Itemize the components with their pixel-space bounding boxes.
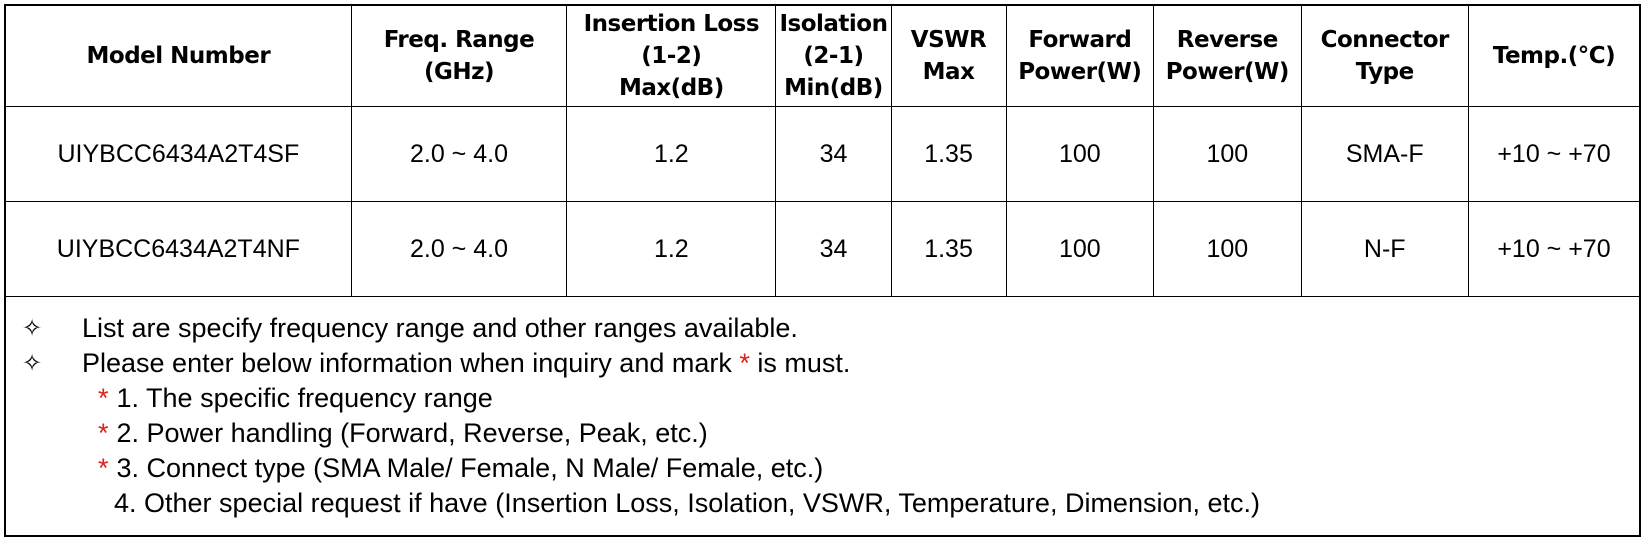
note-bullet: ✧ Please enter below information when in… [22, 346, 1639, 381]
cell-forward-power: 100 [1005, 106, 1155, 202]
header-freq-range: Freq. Range (GHz) [350, 6, 568, 107]
header-connector-type: Connector Type [1300, 6, 1469, 107]
cell-freq-range: 2.0 ~ 4.0 [350, 201, 568, 297]
spec-table: Model Number Freq. Range (GHz) Insertion … [6, 6, 1639, 297]
header-model-number: Model Number [6, 6, 352, 107]
note-bullet: ✧ List are specify frequency range and o… [22, 311, 1639, 346]
header-isolation: Isolation (2-1) Min(dB) [775, 6, 892, 107]
cell-model-number: UIYBCC6434A2T4NF [6, 201, 352, 297]
header-temp: Temp.(°C) [1467, 6, 1639, 107]
notes-section: ✧ List are specify frequency range and o… [6, 297, 1639, 521]
sparkle-bullet-icon: ✧ [22, 314, 43, 342]
spec-sheet: Model Number Freq. Range (GHz) Insertion … [4, 4, 1641, 537]
cell-vswr: 1.35 [890, 201, 1007, 297]
header-forward-power: Forward Power(W) [1005, 6, 1155, 107]
cell-temp: +10 ~ +70 [1467, 106, 1639, 202]
cell-reverse-power: 100 [1153, 201, 1302, 297]
note-text: List are specify frequency range and oth… [82, 313, 798, 343]
cell-freq-range: 2.0 ~ 4.0 [350, 106, 568, 202]
table-row: UIYBCC6434A2T4NF 2.0 ~ 4.0 1.2 34 1.35 1… [6, 201, 1639, 297]
cell-connector-type: SMA-F [1300, 106, 1469, 202]
cell-insertion-loss: 1.2 [566, 106, 777, 202]
cell-isolation: 34 [775, 201, 892, 297]
cell-model-number: UIYBCC6434A2T4SF [6, 106, 352, 202]
requirement-item: 4. Other special request if have (Insert… [114, 488, 1261, 518]
header-row: Model Number Freq. Range (GHz) Insertion … [6, 6, 1639, 107]
header-vswr: VSWR Max [890, 6, 1007, 107]
cell-reverse-power: 100 [1153, 106, 1302, 202]
required-star-icon: * [98, 418, 109, 448]
note-text: Please enter below information when inqu… [82, 348, 851, 378]
required-star-icon: * [739, 348, 750, 378]
cell-isolation: 34 [775, 106, 892, 202]
cell-connector-type: N-F [1300, 201, 1469, 297]
required-star-icon: * [98, 453, 109, 483]
cell-insertion-loss: 1.2 [566, 201, 777, 297]
cell-vswr: 1.35 [890, 106, 1007, 202]
requirement-item: * 2. Power handling (Forward, Reverse, Pe… [98, 418, 708, 448]
cell-temp: +10 ~ +70 [1467, 201, 1639, 297]
sparkle-bullet-icon: ✧ [22, 349, 43, 377]
requirement-item: * 3. Connect type (SMA Male/ Female, N Ma… [98, 453, 824, 483]
cell-forward-power: 100 [1005, 201, 1155, 297]
header-reverse-power: Reverse Power(W) [1153, 6, 1302, 107]
table-row: UIYBCC6434A2T4SF 2.0 ~ 4.0 1.2 34 1.35 1… [6, 106, 1639, 202]
required-star-icon: * [98, 383, 109, 413]
requirement-item: * 1. The specific frequency range [98, 383, 493, 413]
header-insertion-loss: Insertion Loss (1-2) Max(dB) [566, 6, 777, 107]
